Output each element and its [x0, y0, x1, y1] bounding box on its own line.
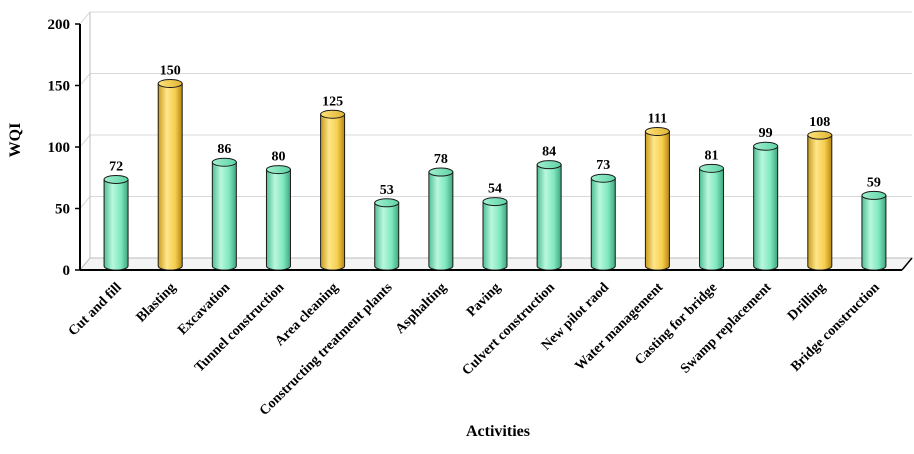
bar-top: [536, 160, 562, 170]
bar: [265, 165, 291, 271]
category-label: Tunnel construction: [192, 280, 287, 375]
bar-body: [536, 164, 562, 271]
data-label: 99: [759, 126, 773, 141]
data-label: 84: [542, 145, 556, 160]
y-tick-label: 100: [48, 140, 71, 156]
data-label: 54: [488, 182, 502, 197]
bar: [374, 198, 400, 271]
category-label: Paving: [464, 280, 504, 320]
bar-body: [265, 169, 291, 271]
bar-top: [753, 141, 779, 151]
category-label: Blasting: [134, 280, 179, 325]
bar-top: [374, 198, 400, 208]
y-tick-label: 0: [63, 263, 71, 279]
bar-top: [482, 197, 508, 207]
bar: [699, 163, 725, 271]
bar-body: [157, 83, 183, 271]
bar: [536, 160, 562, 271]
bar-body: [644, 130, 670, 271]
bar: [428, 167, 454, 271]
data-label: 108: [809, 115, 830, 130]
data-label: 73: [596, 158, 610, 173]
bar-top: [428, 167, 454, 177]
bar-top: [590, 173, 616, 183]
category-label: Cut and fill: [66, 280, 125, 339]
x-axis-title: Activities: [466, 423, 530, 440]
bar: [103, 174, 129, 271]
bar-top: [211, 157, 237, 167]
bar: [211, 157, 237, 271]
bar-top: [807, 130, 833, 140]
bar-top: [699, 163, 725, 173]
gridline-side: [79, 11, 91, 25]
data-label: 81: [705, 148, 719, 163]
data-label: 125: [322, 94, 343, 109]
bar-body: [590, 177, 616, 271]
bar-body: [320, 113, 346, 271]
data-label: 59: [867, 175, 881, 190]
bar-body: [428, 171, 454, 271]
category-label: Swamp replacement: [678, 280, 775, 377]
bar: [320, 109, 346, 271]
category-label: Drilling: [785, 280, 829, 324]
gridline-side: [79, 73, 91, 86]
bar-body: [211, 161, 237, 271]
category-label: Bridge construction: [788, 280, 883, 375]
category-label: Asphalting: [393, 280, 450, 337]
gridline-side: [79, 134, 91, 148]
data-labels: 72 150 86 80 125 53 78 54 84 73 111 81 99 108 59: [109, 64, 881, 198]
bar: [861, 190, 887, 271]
y-tick-label: 50: [55, 202, 70, 218]
bar-body: [374, 202, 400, 271]
y-axis-title: WQI: [7, 123, 24, 158]
category-label: Excavation: [175, 280, 233, 338]
gridline-side: [79, 196, 91, 209]
bar-top: [265, 165, 291, 175]
bar: [807, 130, 833, 271]
y-tick-label: 150: [48, 79, 71, 95]
data-label: 150: [160, 64, 181, 79]
bar: [482, 197, 508, 271]
bar: [644, 126, 670, 271]
data-label: 53: [380, 183, 394, 198]
data-label: 80: [271, 150, 285, 165]
x-axis-depth-line: [901, 257, 913, 271]
bar: [157, 79, 183, 271]
bar-body: [861, 194, 887, 271]
y-axis-ticks: 0 50 100 150 200: [48, 17, 80, 279]
bar-top: [103, 174, 129, 184]
bar-body: [753, 145, 779, 271]
data-label: 111: [648, 111, 667, 126]
data-label: 72: [109, 159, 123, 174]
bar-top: [157, 79, 183, 88]
bar-body: [103, 178, 129, 271]
category-label: Culvert construction: [460, 280, 558, 378]
data-label: 78: [434, 152, 448, 167]
bar-top: [320, 109, 346, 119]
bar: [590, 173, 616, 271]
bar-body: [482, 201, 508, 271]
bars: [103, 79, 887, 271]
data-label: 86: [217, 142, 231, 157]
y-tick-label: 200: [48, 17, 71, 33]
bar-top: [644, 126, 670, 136]
bar: [753, 141, 779, 271]
bar-body: [807, 134, 833, 271]
bar-top: [861, 190, 887, 200]
bar-body: [699, 167, 725, 271]
